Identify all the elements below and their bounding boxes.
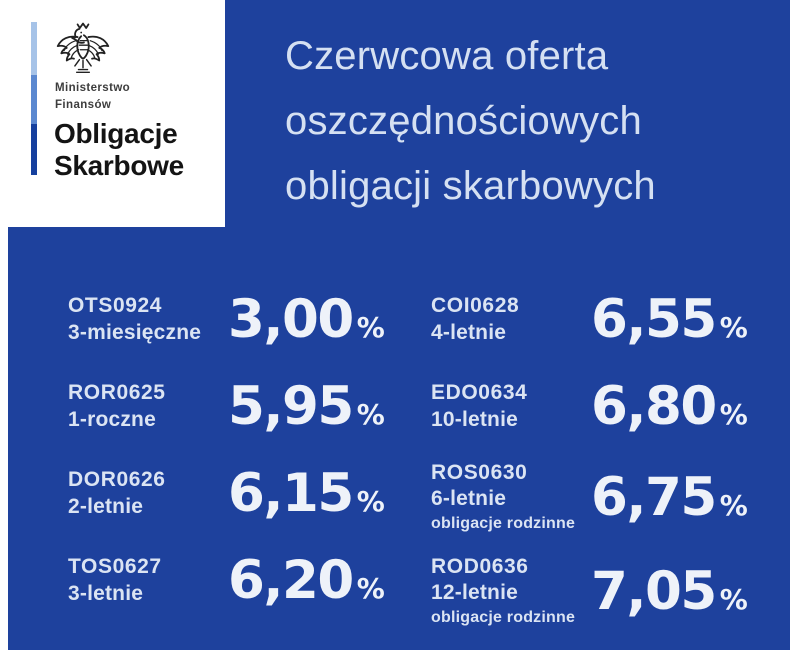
bond-labels: TOS0627 3-letnie — [68, 555, 228, 605]
bond-labels: COI0628 4-letnie — [431, 294, 591, 344]
brand-line1: Obligacje — [54, 118, 178, 149]
bond-code: COI0628 — [431, 294, 520, 318]
title-line-3: obligacji skarbowych — [285, 164, 656, 208]
bond-code: EDO0634 — [431, 381, 528, 405]
bond-code: OTS0924 — [68, 294, 163, 318]
percent-sign: % — [356, 572, 385, 605]
bond-labels: EDO0634 10-letnie — [431, 381, 591, 431]
bond-rate: 6,15 % — [228, 467, 385, 520]
logo-box: Ministerstwo Finansów Obligacje Skarbowe — [0, 0, 225, 227]
logo-bar-segment-medium — [31, 75, 37, 124]
polish-eagle-icon — [56, 22, 110, 74]
percent-sign: % — [356, 398, 385, 431]
bond-term: 12-letnie — [431, 581, 518, 605]
bond-rate-value: 6,15 — [228, 463, 354, 524]
bond-code: TOS0627 — [68, 555, 162, 579]
bond-term: 1-roczne — [68, 407, 156, 431]
bond-code: DOR0626 — [68, 468, 166, 492]
percent-sign: % — [356, 311, 385, 344]
bond-rate: 6,80 % — [591, 380, 748, 433]
bond-rate-value: 5,95 — [228, 376, 354, 437]
bond-column-right: COI0628 4-letnie 6,55 % EDO0634 10-letni… — [431, 276, 783, 638]
bond-term: 4-letnie — [431, 320, 507, 344]
bond-row-tos0627: TOS0627 3-letnie 6,20 % — [68, 537, 431, 624]
bond-row-dor0626: DOR0626 2-letnie 6,15 % — [68, 450, 431, 537]
bond-rate: 5,95 % — [228, 380, 385, 433]
bond-rate-value: 7,05 — [591, 560, 717, 622]
percent-sign: % — [719, 582, 748, 616]
bond-term: 3-miesięczne — [68, 320, 202, 344]
bond-rate: 7,05 % — [591, 565, 748, 618]
bond-rate: 3,00 % — [228, 293, 385, 346]
ministry-name: Ministerstwo Finansów — [55, 82, 131, 111]
bond-column-left: OTS0924 3-miesięczne 3,00 % ROR0625 1-ro… — [68, 276, 431, 638]
logo-bar-segment-light — [31, 22, 37, 75]
bond-code: ROD0636 — [431, 555, 529, 579]
page-title: Czerwcowa oferta oszczędnościowych oblig… — [285, 24, 765, 219]
bond-term: 3-letnie — [68, 581, 144, 605]
bond-term: 10-letnie — [431, 407, 518, 431]
title-line-2: oszczędnościowych — [285, 99, 642, 143]
percent-sign: % — [719, 488, 748, 522]
bond-rate: 6,20 % — [228, 554, 385, 607]
percent-sign: % — [356, 485, 385, 518]
brand-line2: Skarbowe — [54, 150, 184, 182]
bond-rate: 6,55 % — [591, 293, 748, 346]
bond-term: 2-letnie — [68, 494, 144, 518]
bond-code: ROS0630 — [431, 461, 528, 485]
bond-labels: OTS0924 3-miesięczne — [68, 294, 228, 344]
percent-sign: % — [719, 311, 748, 344]
title-line-1: Czerwcowa oferta — [285, 34, 609, 78]
bond-rate-value: 6,20 — [228, 550, 354, 611]
logo-bar-segment-dark — [31, 124, 37, 175]
bond-row-rod0636: ROD0636 12-letnie obligacje rodzinne 7,0… — [431, 544, 783, 638]
bond-row-edo0634: EDO0634 10-letnie 6,80 % — [431, 363, 783, 450]
bond-row-coi0628: COI0628 4-letnie 6,55 % — [431, 276, 783, 363]
bond-row-ros0630: ROS0630 6-letnie obligacje rodzinne 6,75… — [431, 450, 783, 544]
bond-rate-value: 6,75 — [591, 466, 717, 528]
bond-rate-value: 6,55 — [591, 289, 717, 350]
logo-accent-bar — [31, 22, 37, 175]
bond-row-ror0625: ROR0625 1-roczne 5,95 % — [68, 363, 431, 450]
bond-labels: ROS0630 6-letnie obligacje rodzinne — [431, 461, 591, 532]
bond-note: obligacje rodzinne — [431, 514, 576, 532]
bond-rate-value: 3,00 — [228, 289, 354, 350]
percent-sign: % — [719, 398, 748, 431]
bond-rate: 6,75 % — [591, 471, 748, 524]
bond-row-ots0924: OTS0924 3-miesięczne 3,00 % — [68, 276, 431, 363]
bond-code: ROR0625 — [68, 381, 166, 405]
bond-offer-grid: OTS0924 3-miesięczne 3,00 % ROR0625 1-ro… — [68, 276, 783, 638]
bond-note: obligacje rodzinne — [431, 608, 576, 626]
bond-labels: ROR0625 1-roczne — [68, 381, 228, 431]
brand-title: Obligacje Skarbowe — [54, 118, 184, 183]
bond-labels: DOR0626 2-letnie — [68, 468, 228, 518]
bond-rate-value: 6,80 — [591, 376, 717, 437]
bond-labels: ROD0636 12-letnie obligacje rodzinne — [431, 555, 591, 626]
bond-term: 6-letnie — [431, 487, 507, 511]
